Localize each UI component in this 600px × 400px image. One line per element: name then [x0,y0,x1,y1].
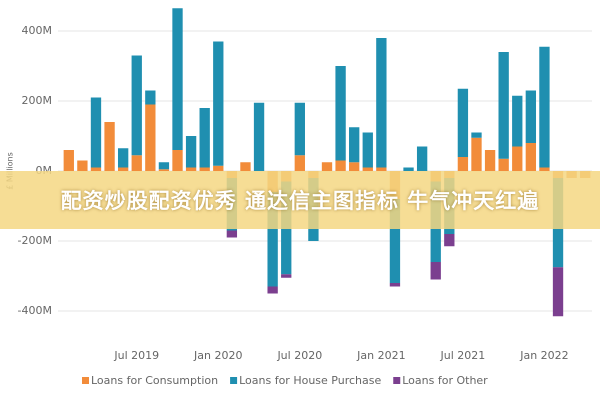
bar [349,127,360,163]
bar [90,97,102,168]
bar [484,150,496,171]
y-tick-label: 200M [22,94,53,107]
x-tick-label: Jul 2021 [440,349,486,362]
bar [389,199,401,283]
bar [185,167,197,171]
bar [199,108,210,168]
bar [321,162,333,171]
bar [63,150,74,171]
bar [158,162,170,170]
bar [539,167,550,171]
bar [457,157,469,171]
bar [158,169,170,171]
bar [145,104,156,171]
bar [213,41,224,166]
bar [525,143,537,171]
legend-label: Loans for House Purchase [239,374,381,387]
bar [512,146,523,171]
bar [512,95,523,147]
bar [267,192,278,287]
bar [77,160,88,171]
overlay-banner: 配资炒股配资优秀 通达信主图指标 牛气冲天红遍 [0,171,600,229]
bar [376,38,387,168]
bar [281,274,292,278]
bar [294,102,305,156]
legend-swatch [82,377,89,384]
x-tick-label: Jul 2019 [113,349,159,362]
x-tick-label: Jan 2020 [193,349,242,362]
bar [539,46,550,168]
bar [498,158,509,171]
bar [403,167,414,171]
legend-label: Loans for Other [402,374,488,387]
y-tick-label: -200M [18,234,52,247]
bar [335,66,346,161]
bar [498,52,509,159]
bar [172,8,183,150]
bar [362,132,373,168]
bar [104,122,115,171]
bar [335,160,346,171]
bar [267,286,278,294]
bar [525,90,537,143]
x-tick-label: Jan 2021 [356,349,405,362]
bar [471,137,482,171]
bar [552,267,564,317]
bar [253,102,265,171]
bar [349,162,360,171]
bar [430,262,441,280]
y-tick-label: -400M [18,304,52,317]
x-tick-label: Jul 2020 [276,349,322,362]
bar [172,150,183,171]
bar [376,167,387,171]
legend-label: Loans for Consumption [91,374,218,387]
bar [457,88,469,157]
bar [416,146,428,171]
x-tick-label: Jan 2022 [519,349,568,362]
bar [362,167,373,171]
legend-swatch [230,377,238,384]
bar [199,167,210,171]
bar [185,136,197,168]
bar [389,283,401,287]
bar [131,155,142,171]
bar [226,230,238,238]
bar [117,167,129,171]
bar [471,132,482,138]
bar [294,155,305,171]
bar [145,90,156,105]
bar [131,55,142,156]
legend-swatch [393,377,401,384]
bar [90,167,102,171]
y-tick-label: 400M [22,24,53,37]
bar [213,165,224,171]
bar [117,148,129,168]
bar [240,162,251,171]
bar [444,234,455,247]
